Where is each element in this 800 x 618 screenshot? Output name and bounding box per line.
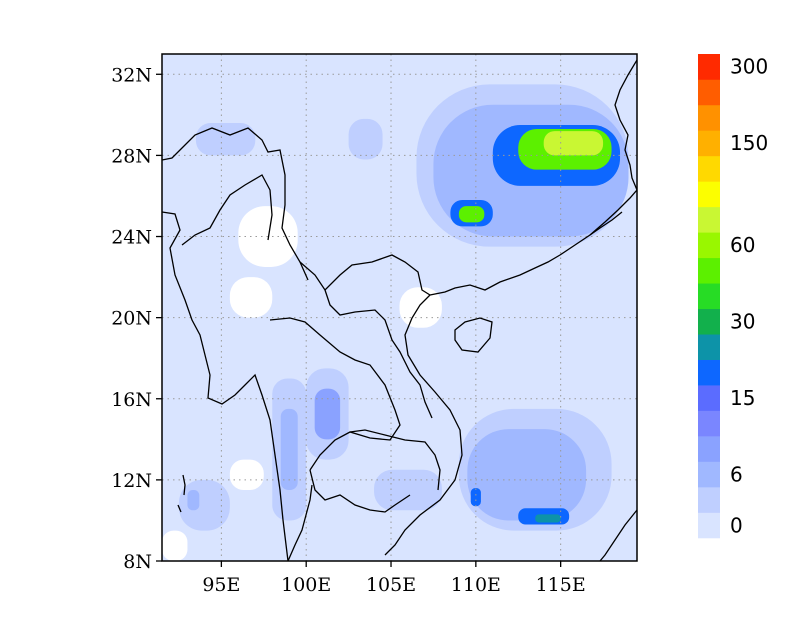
andaman-islands <box>177 474 186 513</box>
colorbar-swatch <box>698 385 720 411</box>
map-frame <box>161 53 638 562</box>
tibet-border <box>162 127 309 281</box>
bay-of-bengal-coast <box>162 211 289 561</box>
colorbar-swatch <box>698 461 720 488</box>
south-china-coast <box>429 189 637 296</box>
colorbar-swatch <box>698 257 720 284</box>
colorbar: 0 6 15 30 60 150 300 <box>698 54 768 539</box>
colorbar-label: 30 <box>730 309 755 333</box>
tibet-band <box>195 122 256 156</box>
lat-tick-label: 20N <box>111 308 152 330</box>
andaman-west <box>178 479 230 531</box>
philippines-coast <box>599 509 637 561</box>
colorbar-boxes <box>698 54 720 539</box>
myanmar-coast-core <box>280 408 298 491</box>
laos-border <box>324 289 433 419</box>
colorbar-label: 150 <box>730 131 768 155</box>
colorbar-swatch <box>698 181 720 208</box>
andaman-spot <box>187 490 200 511</box>
lat-tick-label: 28N <box>111 145 152 167</box>
taiwan-strait-coast <box>589 211 623 236</box>
axis-labels: 8N 12N 16N 20N 24N 28N 32N 95E 100E 105E 110E 115E <box>111 64 586 596</box>
colorbar-swatch <box>698 104 720 131</box>
lat-tick-label: 12N <box>111 470 152 492</box>
lon-tick-label: 110E <box>451 574 501 596</box>
scs-max <box>535 514 561 523</box>
colorbar-swatch <box>698 512 720 539</box>
lat-tick-label: 24N <box>111 227 152 249</box>
lat-tick-label: 8N <box>123 551 152 573</box>
colorbar-swatch <box>698 232 720 259</box>
colorbar-swatch <box>698 206 720 233</box>
sichuan-spot <box>348 118 383 160</box>
colorbar-labels: 0 6 15 30 60 150 300 <box>730 55 768 538</box>
colorbar-swatch <box>698 54 720 80</box>
colorbar-label: 60 <box>730 233 755 257</box>
lat-tick-label: 32N <box>111 64 152 86</box>
gulf-of-thailand-coast <box>309 469 411 513</box>
hainan-island <box>454 317 493 353</box>
colorbar-swatch <box>698 410 720 437</box>
india-myanmar-border <box>181 174 273 246</box>
colorbar-swatch <box>698 334 720 360</box>
colorbar-swatch <box>698 155 720 182</box>
cambodia-border <box>349 429 441 491</box>
colorbar-swatch <box>698 79 720 106</box>
scs-core <box>467 429 587 521</box>
thailand-border <box>269 317 401 471</box>
bay-of-bengal-corner <box>162 530 188 561</box>
colorbar-swatch <box>698 283 720 310</box>
lon-tick-label: 95E <box>202 574 240 596</box>
cambodia-band <box>374 469 442 511</box>
colorbar-label: 15 <box>730 386 755 410</box>
colorbar-label: 300 <box>730 55 768 79</box>
lon-tick-label: 105E <box>366 574 416 596</box>
yunnan-border <box>299 254 431 296</box>
thailand-core <box>314 388 341 440</box>
precip-fill-layer <box>162 84 629 561</box>
lon-tick-label: 100E <box>281 574 331 596</box>
rain-max <box>543 131 604 156</box>
map-plot-area: 8N 12N 16N 20N 24N 28N 32N 95E 100E 105E 110E 115E <box>111 53 638 596</box>
colorbar-label: 0 <box>730 513 743 537</box>
andaman-gap <box>229 459 264 491</box>
scs-spot-west <box>470 487 481 507</box>
rain-peak-west <box>458 206 485 223</box>
colorbar-label: 6 <box>730 462 743 486</box>
lat-tick-label: 16N <box>111 389 152 411</box>
colorbar-swatch <box>698 487 720 513</box>
colorbar-swatch <box>698 359 720 386</box>
east-china-coast <box>614 59 637 191</box>
malay-peninsula <box>287 484 313 561</box>
colorbar-swatch <box>698 308 720 335</box>
lon-tick-label: 115E <box>536 574 586 596</box>
myanmar-plateau <box>229 277 273 318</box>
colorbar-swatch <box>698 130 720 157</box>
vietnam-coast <box>384 294 463 556</box>
coastline-layer <box>162 59 637 561</box>
colorbar-swatch <box>698 436 720 462</box>
